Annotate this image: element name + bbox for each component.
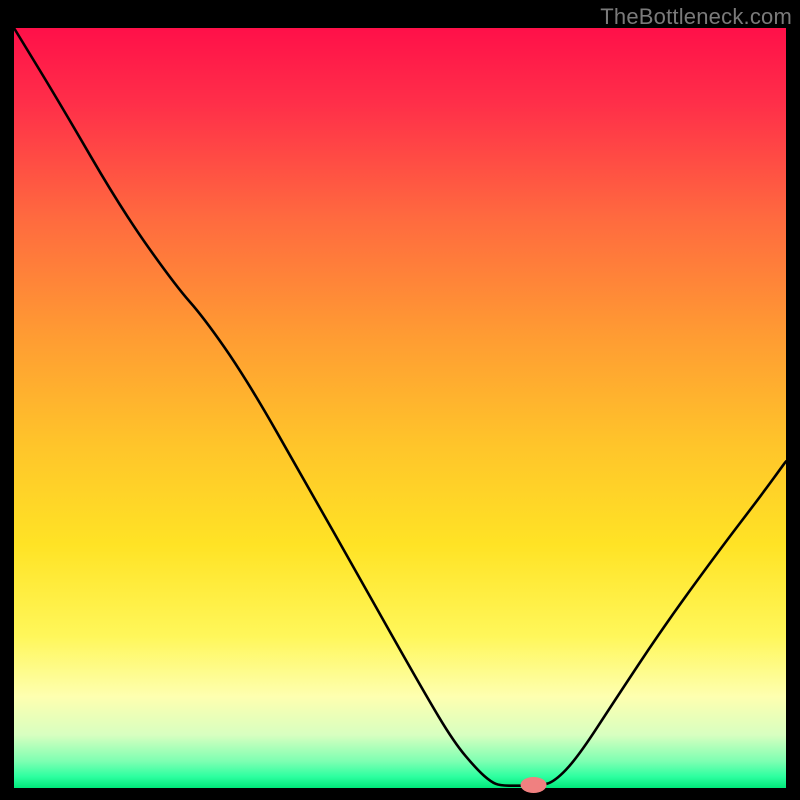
optimal-marker [521,777,547,793]
watermark-text: TheBottleneck.com [600,4,792,30]
bottleneck-chart [0,0,800,800]
chart-background [14,28,786,788]
chart-frame: TheBottleneck.com [0,0,800,800]
